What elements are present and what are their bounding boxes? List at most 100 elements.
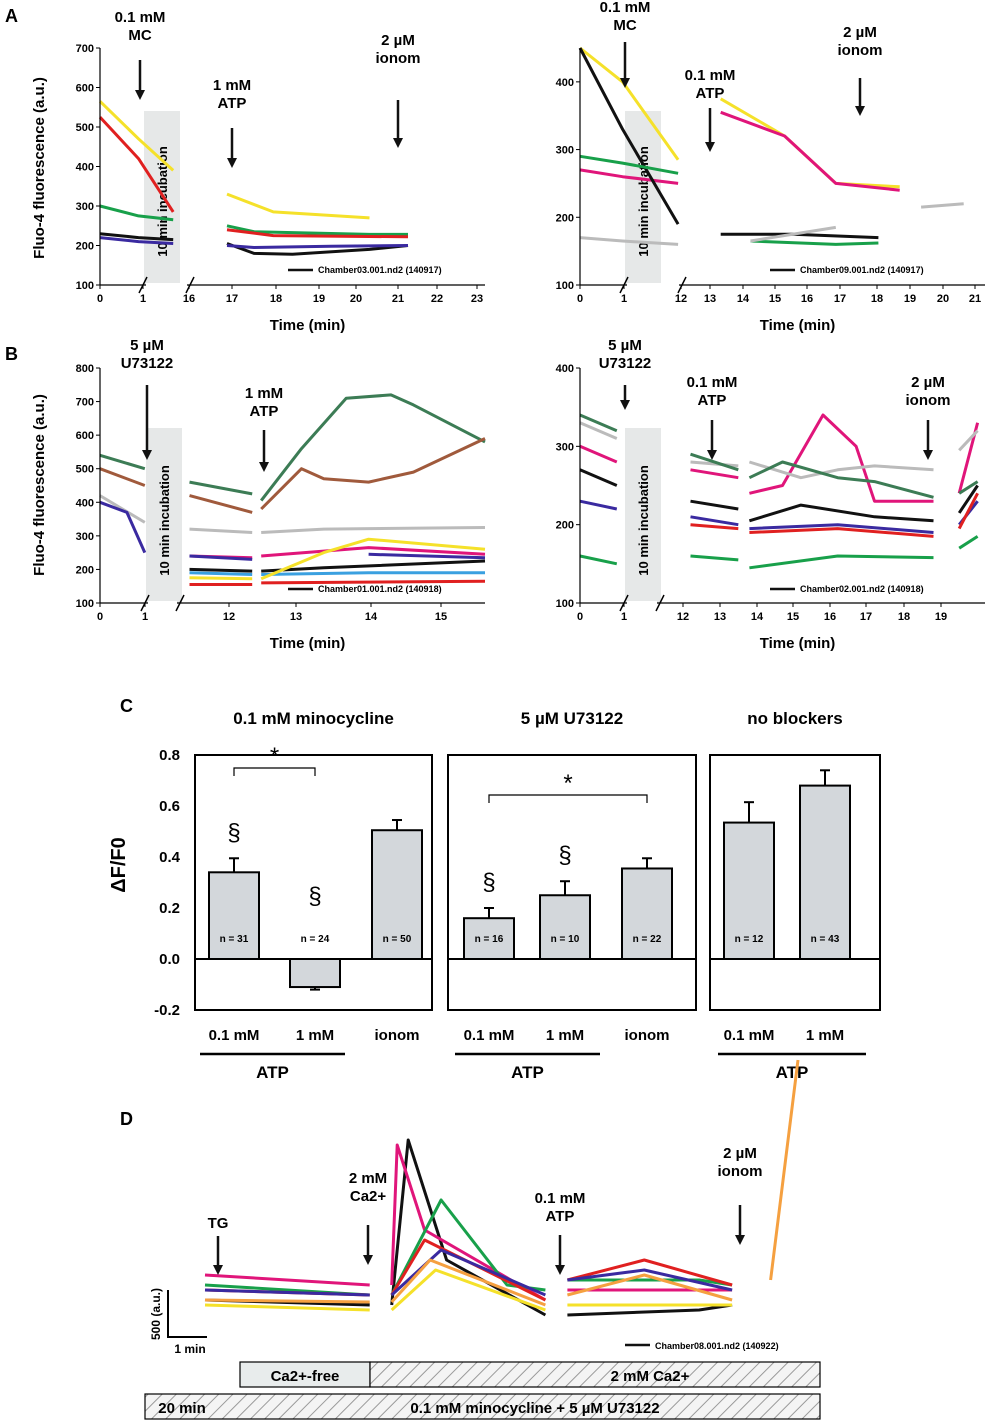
c-group-frame-1: [447, 754, 697, 1011]
A2-annotation-0-line1: 0.1 mM: [600, 0, 651, 16]
B1-xtick-1: 1: [142, 611, 148, 623]
A2-arrow-0: [620, 42, 630, 88]
c-group-title-2: no blockers: [747, 709, 842, 728]
d-scale-x-label: 1 min: [174, 1342, 205, 1356]
B2-xtick-16: 16: [824, 611, 836, 623]
d-arrow-0: [213, 1236, 223, 1275]
B1-arrow-0: [142, 385, 152, 460]
B2-xtick-18: 18: [898, 611, 910, 623]
B1-trace-brown: [99, 437, 486, 514]
B2-xtick-14: 14: [751, 611, 764, 623]
c-ytick-0.2: 0.2: [159, 900, 180, 917]
d-legend: Chamber08.001.nd2 (140922): [655, 1341, 779, 1351]
B2-annotation-2-line1: 2 µM: [911, 374, 945, 391]
chart-b-left: 10 min incubation 100 200 300 400 500 600 700 80…: [76, 337, 486, 652]
c-sig-symbol-1-1: §: [558, 842, 571, 869]
B1-ytick-100: 100: [76, 598, 94, 610]
B2-xlabel: Time (min): [760, 635, 836, 652]
c-bar-2-1: [799, 784, 851, 960]
A1-ytick-500: 500: [76, 122, 94, 134]
B1-xtick-14: 14: [365, 611, 378, 623]
B2-arrow-1-head: [707, 450, 717, 460]
B1-trace-navy: [99, 500, 486, 561]
A2-xtick-1: 1: [621, 293, 627, 305]
d-bar-ca-free: [239, 1361, 371, 1388]
A2-trace-green: [579, 154, 879, 246]
A2-annotation-2-line2: ionom: [838, 42, 883, 59]
A2-annotation-2-line1: 2 µM: [843, 24, 877, 41]
B2-annotation-0-line2: U73122: [599, 355, 652, 372]
A1-ytick-600: 600: [76, 83, 94, 95]
chart-a-right: 10 min incubation 100 200 300 400 0 1 12 13 14 15 1…: [556, 0, 985, 334]
A2-trace-magenta: [579, 110, 900, 192]
d-annotation-2-line1: 0.1 mM: [535, 1190, 586, 1207]
A1-arrow-2-head: [393, 138, 403, 148]
B2-arrow-0: [620, 385, 630, 410]
B1-xtick-0: 0: [97, 611, 103, 623]
c-ytick-0.4: 0.4: [159, 849, 181, 866]
B1-trace-red: [189, 579, 486, 586]
A2-arrow-1: [705, 108, 715, 152]
A1-axis-break-0b: [185, 276, 195, 294]
B2-xtick-13: 13: [714, 611, 726, 623]
c-bar-0-2: [371, 829, 423, 960]
A1-annotation-2-line1: 2 µM: [381, 32, 415, 49]
c-n-label-0-1: n = 24: [301, 934, 330, 945]
d-trace-green: [205, 1115, 798, 1295]
A2-annotation-1-line2: ATP: [696, 85, 725, 102]
A1-annotation-1-line1: 1 mM: [213, 77, 251, 94]
B1-legend: Chamber01.001.nd2 (140918): [318, 584, 442, 594]
B1-xtick-15: 15: [435, 611, 447, 623]
A2-incubation-box: [625, 111, 661, 285]
d-annotation-3-line2: ionom: [718, 1163, 763, 1180]
c-bar-1-0: [463, 917, 515, 961]
A1-xtick-19: 19: [313, 293, 325, 305]
A2-xtick-19: 19: [904, 293, 916, 305]
A1-xtick-16: 16: [183, 293, 195, 305]
c-category-1-1: 1 mM: [546, 1027, 584, 1044]
A1-arrow-0: [135, 60, 145, 100]
c-category-0-2: ionom: [375, 1027, 420, 1044]
A1-arrow-2: [393, 100, 403, 148]
B2-annotation-1-line1: 0.1 mM: [687, 374, 738, 391]
c-ytick-0.0: 0.0: [159, 951, 180, 968]
c-n-label-1-2: n = 22: [633, 934, 662, 945]
A1-legend: Chamber03.001.nd2 (140917): [318, 265, 442, 275]
A1-ytick-200: 200: [76, 241, 94, 253]
B2-axis-gap-0: [627, 601, 657, 605]
A1-annotation-0-line1: 0.1 mM: [115, 9, 166, 26]
c-group-label-1: ATP: [511, 1063, 544, 1082]
c-ytick-0.6: 0.6: [159, 798, 180, 815]
c-ytick--0.2: -0.2: [154, 1002, 180, 1019]
B2-ytick-100: 100: [556, 598, 574, 610]
B1-axis-gap-0: [148, 601, 177, 605]
A1-xlabel: Time (min): [270, 317, 346, 334]
d-annotation-0-line1: TG: [208, 1215, 229, 1232]
A2-arrow-2: [855, 78, 865, 116]
B2-trace-navy: [579, 499, 979, 534]
d-bar-drugs: [144, 1393, 821, 1420]
B1-annotation-0-line1: 5 µM: [130, 337, 164, 354]
A1-xtick-23: 23: [471, 293, 483, 305]
c-bar-0-1: [289, 958, 341, 989]
A2-arrow-1-head: [705, 142, 715, 152]
d-arrow-2: [555, 1235, 565, 1275]
d-annotation-1-line1: 2 mM: [349, 1170, 387, 1187]
B1-axis-break-0b: [175, 594, 185, 612]
d-scale-y-label: 500 (a.u.): [149, 1288, 163, 1340]
chart-a-left: 10 min incubation 100 200 300 400 500 600 700 0 1…: [76, 9, 485, 334]
B2-xtick-15: 15: [787, 611, 799, 623]
A2-axis-break-0b: [677, 276, 687, 294]
B1-trace-cyan: [189, 571, 485, 576]
B2-ytick-300: 300: [556, 441, 574, 453]
A1-arrow-1-head: [227, 158, 237, 168]
A1-ytick-400: 400: [76, 162, 94, 174]
B1-trace-black: [189, 559, 486, 573]
B2-trace-magenta: [579, 413, 980, 503]
c-group-title-1: 5 µM U73122: [521, 709, 623, 728]
B2-incubation-box: [625, 428, 661, 603]
c-group-title-0: 0.1 mM minocycline: [233, 709, 394, 728]
B2-incubation-label: 10 min incubation: [636, 465, 651, 576]
B1-ytick-500: 500: [76, 464, 94, 476]
c-bar-1-1: [539, 894, 591, 960]
